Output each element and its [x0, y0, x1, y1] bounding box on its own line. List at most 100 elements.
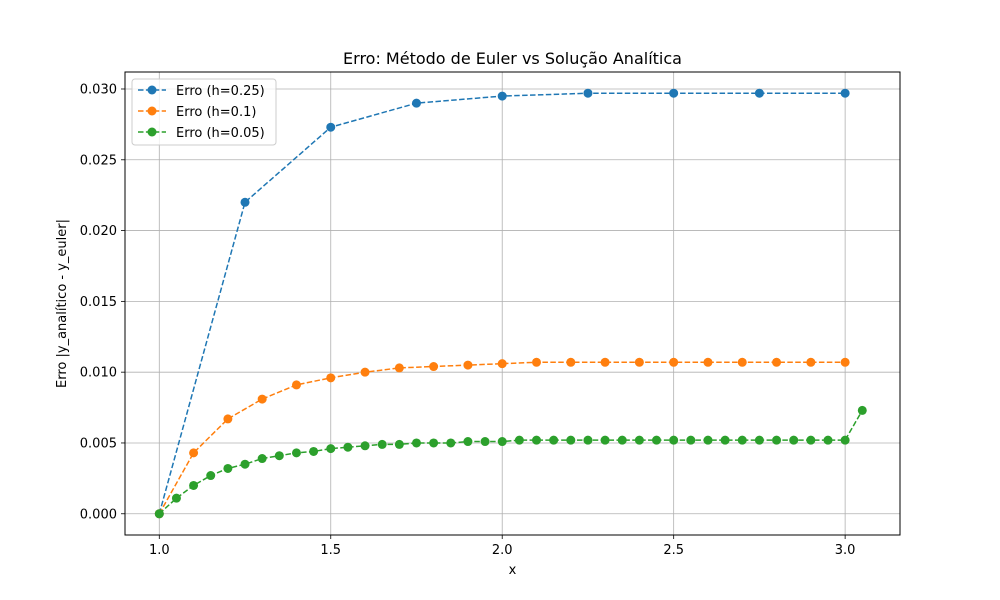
data-point — [532, 435, 542, 445]
data-point — [583, 435, 593, 445]
data-point — [360, 441, 370, 451]
data-point — [429, 438, 439, 448]
y-tick-label: 0.025 — [80, 153, 117, 168]
data-point — [772, 357, 782, 367]
series-1 — [154, 357, 850, 519]
data-point — [291, 448, 301, 458]
data-point — [240, 459, 250, 469]
legend-entry: Erro (h=0.05) — [138, 126, 265, 141]
legend-label: Erro (h=0.1) — [176, 105, 256, 120]
legend-marker-icon — [147, 85, 157, 95]
data-point — [497, 437, 507, 447]
data-point — [411, 438, 421, 448]
y-tick-label: 0.000 — [80, 507, 117, 522]
x-axis: 1.0 1.5 2.0 2.5 3.0 — [149, 535, 856, 558]
data-point — [189, 480, 199, 490]
data-point — [189, 448, 199, 458]
series-2 — [154, 405, 867, 519]
legend-label: Erro (h=0.05) — [176, 126, 265, 141]
data-point — [326, 444, 336, 454]
data-point — [840, 435, 850, 445]
data-point — [463, 360, 473, 370]
data-point — [532, 357, 542, 367]
data-point — [497, 359, 507, 369]
data-point — [326, 373, 336, 383]
y-axis-label: Erro |y_analítico - y_euler| — [55, 219, 70, 388]
data-point — [566, 435, 576, 445]
plot-frame — [124, 71, 901, 536]
data-point — [257, 454, 267, 464]
data-point — [309, 446, 319, 456]
data-point — [600, 435, 610, 445]
y-tick-label: 0.015 — [80, 295, 117, 310]
data-point — [480, 437, 490, 447]
x-tick-label: 2.5 — [663, 543, 684, 558]
data-point — [720, 435, 730, 445]
data-point — [823, 435, 833, 445]
data-point — [326, 122, 336, 132]
data-point — [343, 442, 353, 452]
data-point — [497, 91, 507, 101]
data-point — [549, 435, 559, 445]
data-point — [154, 509, 164, 519]
data-point — [446, 438, 456, 448]
data-point — [600, 357, 610, 367]
data-point — [223, 463, 233, 473]
x-tick-label: 1.0 — [149, 543, 170, 558]
legend-label: Erro (h=0.25) — [176, 84, 265, 99]
y-tick-label: 0.010 — [80, 366, 117, 381]
data-point — [686, 435, 696, 445]
data-point — [737, 357, 747, 367]
data-point — [274, 451, 284, 461]
data-point — [669, 357, 679, 367]
data-point — [806, 357, 816, 367]
data-point — [652, 435, 662, 445]
data-point — [206, 471, 216, 481]
data-point — [806, 435, 816, 445]
data-point — [360, 367, 370, 377]
data-point — [583, 88, 593, 98]
y-tick-label: 0.005 — [80, 436, 117, 451]
series-0 — [154, 88, 850, 519]
y-axis: 0.000 0.005 0.010 0.015 0.020 0.025 0.030 — [80, 82, 125, 522]
legend-marker-icon — [147, 106, 157, 116]
data-point — [669, 88, 679, 98]
data-point — [377, 439, 387, 449]
data-point — [257, 394, 267, 404]
data-point — [463, 437, 473, 447]
data-point — [634, 435, 644, 445]
data-point — [669, 435, 679, 445]
x-tick-label: 3.0 — [835, 543, 856, 558]
data-point — [394, 363, 404, 373]
y-tick-label: 0.030 — [80, 82, 117, 97]
data-point — [754, 435, 764, 445]
x-tick-label: 2.0 — [492, 543, 513, 558]
x-tick-label: 1.5 — [320, 543, 341, 558]
y-tick-label: 0.020 — [80, 224, 117, 239]
legend-entry: Erro (h=0.25) — [138, 84, 265, 99]
data-point — [514, 435, 524, 445]
data-point — [737, 435, 747, 445]
data-point — [240, 197, 250, 207]
data-point — [617, 435, 627, 445]
series-layer — [154, 88, 867, 519]
data-point — [634, 357, 644, 367]
data-point — [789, 435, 799, 445]
data-point — [429, 362, 439, 372]
data-point — [171, 493, 181, 503]
data-point — [223, 414, 233, 424]
series-line — [158, 361, 846, 515]
data-point — [411, 98, 421, 108]
data-point — [840, 88, 850, 98]
legend-box — [131, 78, 277, 146]
legend-entry: Erro (h=0.1) — [138, 105, 256, 120]
data-point — [840, 357, 850, 367]
data-point — [394, 439, 404, 449]
data-point — [772, 435, 782, 445]
data-point — [754, 88, 764, 98]
legend: Erro (h=0.25) Erro (h=0.1) Erro (h=0.05) — [131, 78, 277, 146]
x-axis-label: x — [509, 563, 517, 578]
data-point — [703, 357, 713, 367]
data-point — [291, 380, 301, 390]
